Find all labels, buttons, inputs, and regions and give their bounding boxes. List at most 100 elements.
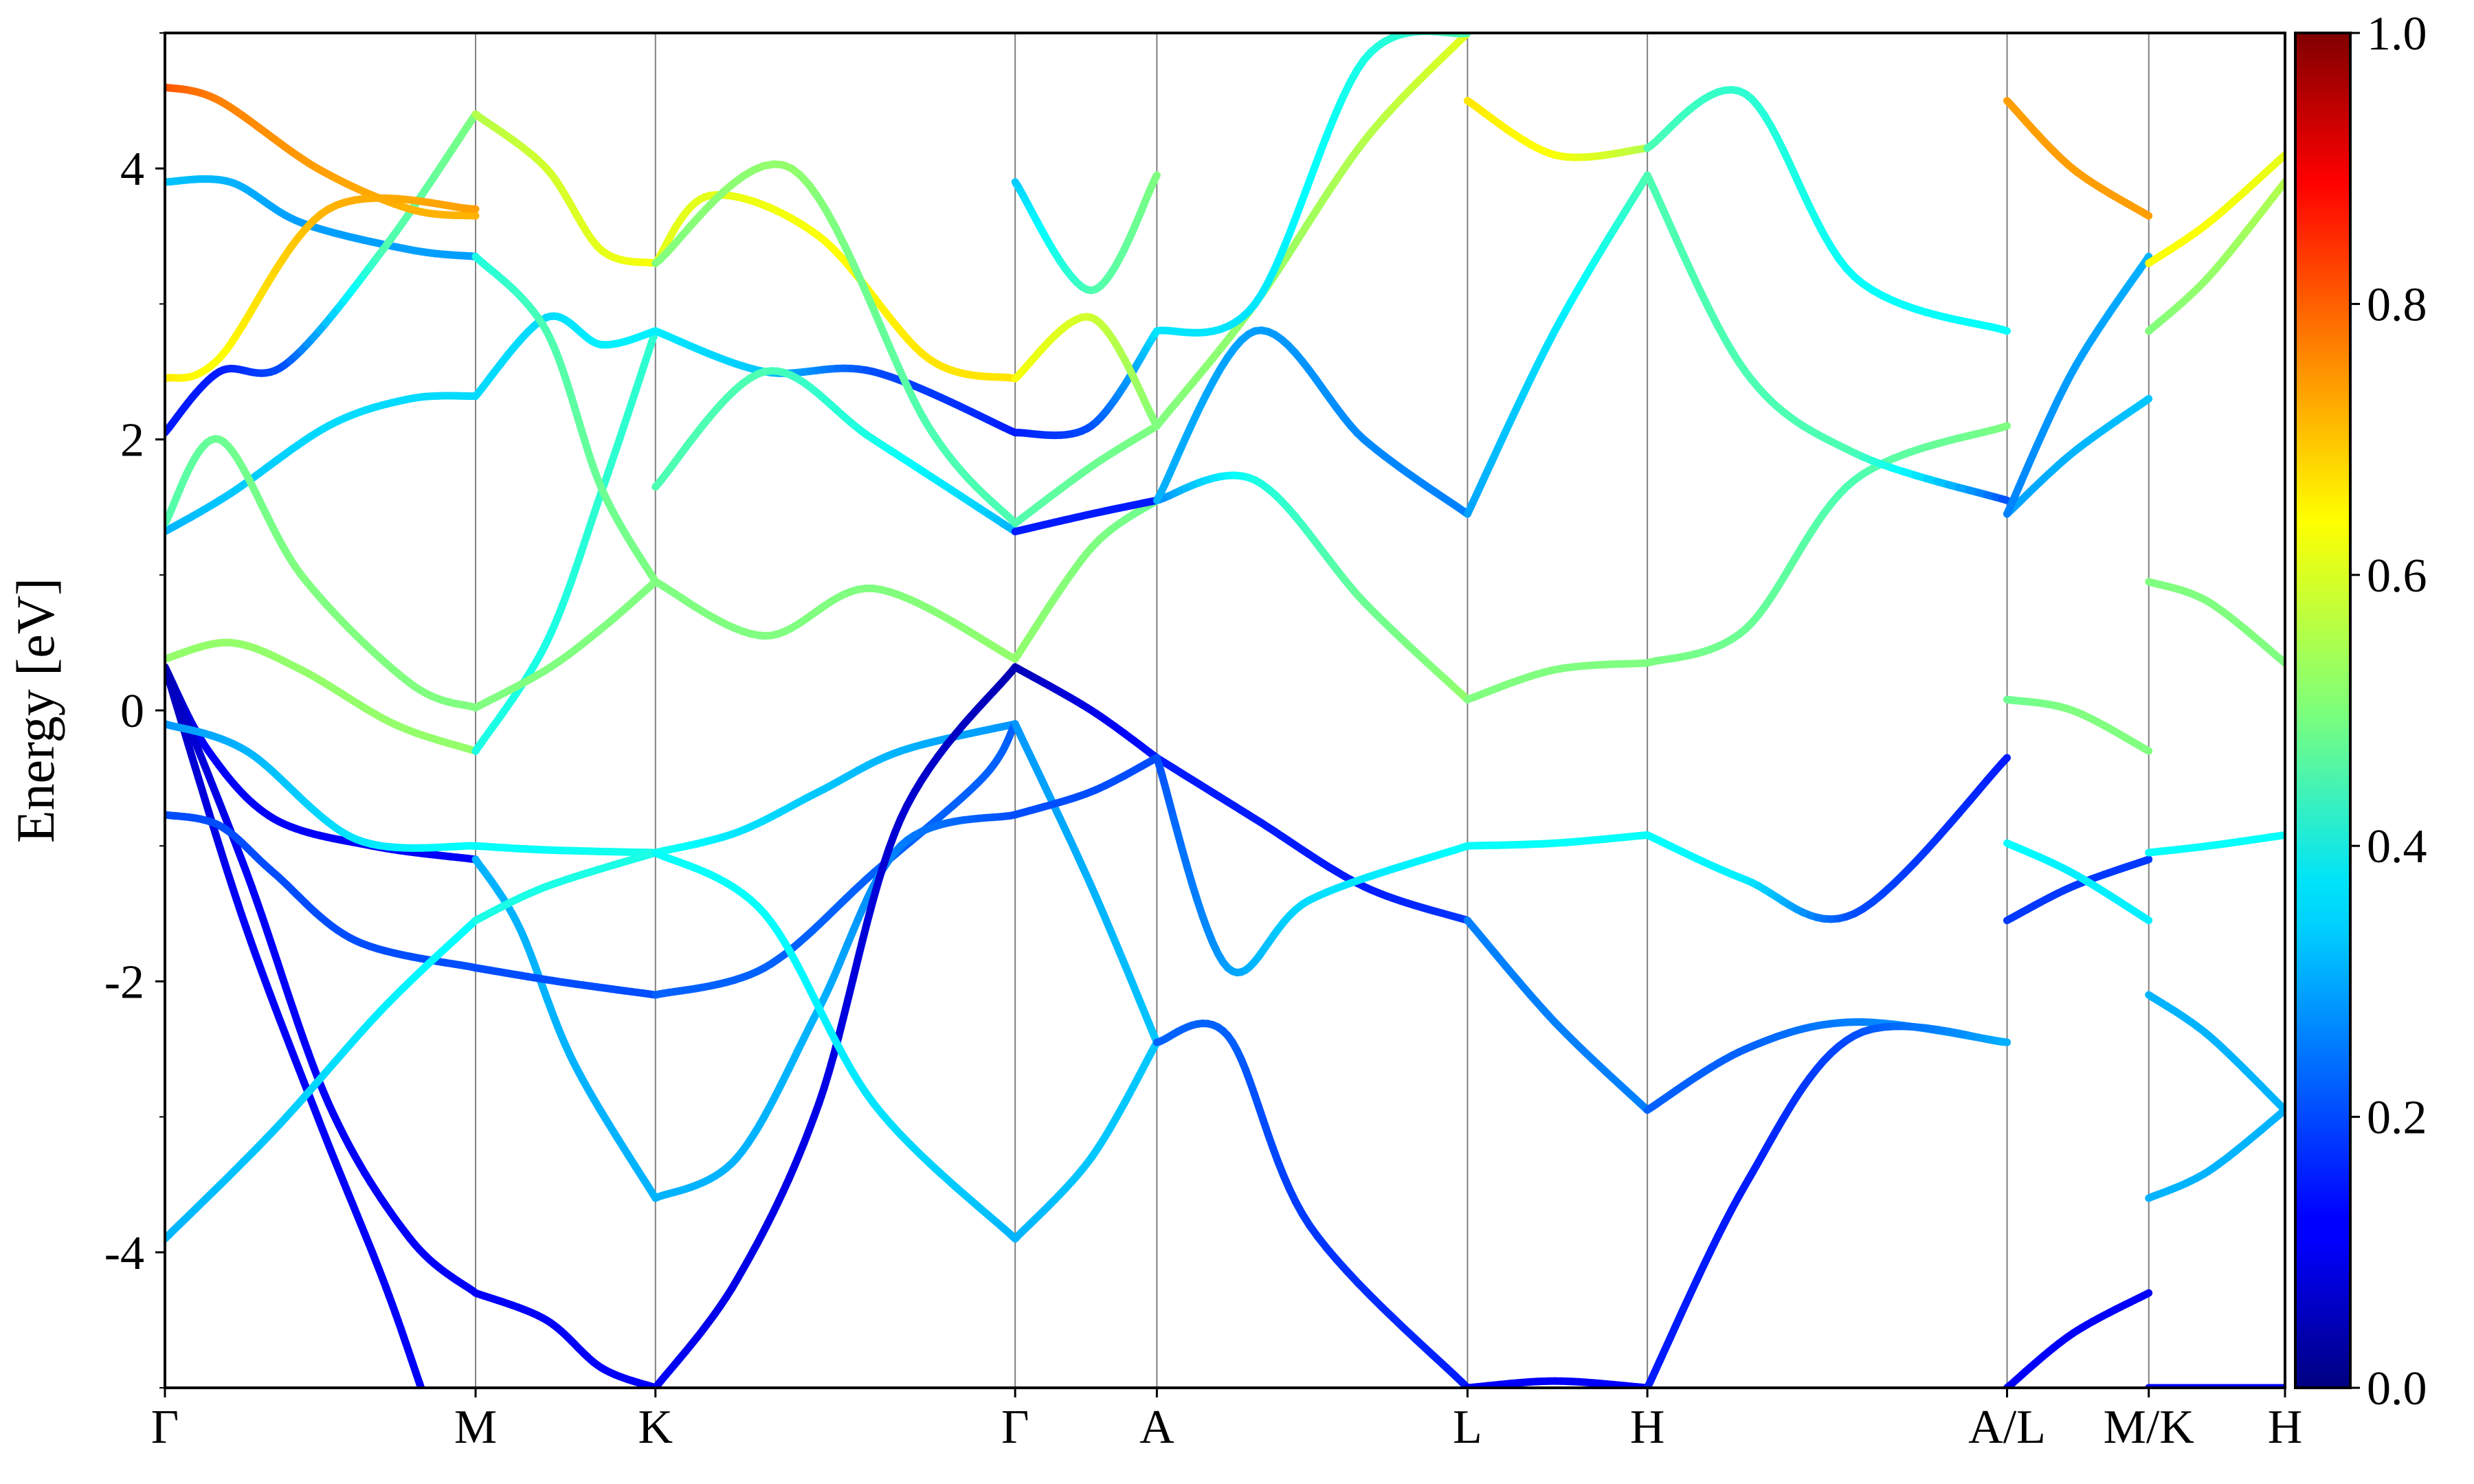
x-tick-label: M/K bbox=[2104, 1401, 2194, 1454]
band bbox=[2003, 855, 2153, 925]
band-segment bbox=[2142, 745, 2153, 755]
band bbox=[2003, 1289, 2153, 1388]
band bbox=[2003, 695, 2153, 755]
band-segment bbox=[1998, 495, 2011, 504]
plot-frame bbox=[164, 32, 2286, 1389]
x-tick-label: K bbox=[638, 1401, 673, 1454]
band bbox=[2145, 831, 2285, 857]
band bbox=[1011, 496, 1161, 663]
band bbox=[1011, 1038, 1161, 1243]
band bbox=[1643, 754, 2011, 923]
band bbox=[165, 110, 480, 437]
band bbox=[1152, 326, 1471, 518]
band bbox=[2145, 991, 2285, 1114]
band-segment bbox=[1998, 422, 2011, 431]
y-axis-label: Energy [eV] bbox=[5, 578, 65, 843]
x-tick-label: M bbox=[454, 1401, 497, 1454]
band bbox=[165, 638, 480, 755]
colorbar-tick-label: 1.0 bbox=[2367, 8, 2427, 60]
band bbox=[1643, 1022, 2011, 1388]
band bbox=[165, 917, 480, 1243]
band bbox=[471, 1289, 660, 1388]
band-segment bbox=[1998, 754, 2011, 767]
bands bbox=[165, 33, 2285, 1388]
band bbox=[471, 842, 660, 857]
high-symmetry-lines bbox=[475, 33, 2150, 1388]
band bbox=[2145, 151, 2285, 267]
y-tick-label: 0 bbox=[120, 685, 144, 738]
band bbox=[1011, 422, 1161, 528]
x-tick-label: A/L bbox=[1968, 1401, 2046, 1454]
x-tick-label: Γ bbox=[151, 1401, 179, 1454]
band bbox=[651, 663, 1019, 1388]
band bbox=[1011, 496, 1161, 536]
x-tick-label: H bbox=[1630, 1401, 1665, 1454]
band bbox=[1643, 86, 2011, 335]
band-segment bbox=[1150, 171, 1161, 183]
band bbox=[165, 392, 480, 536]
band bbox=[651, 367, 1019, 536]
band bbox=[2003, 97, 2153, 220]
band bbox=[1011, 663, 1161, 762]
band bbox=[651, 160, 1019, 528]
band bbox=[1463, 171, 1651, 518]
band bbox=[165, 435, 480, 712]
band-segment bbox=[2142, 914, 2153, 925]
band bbox=[651, 848, 1019, 1243]
y-axis: -4 -2 0 2 4 bbox=[104, 32, 165, 1389]
band bbox=[2145, 178, 2285, 335]
y-tick-label: 4 bbox=[120, 143, 144, 196]
band bbox=[651, 720, 1019, 857]
colorbar-tick-label: 0.4 bbox=[2367, 820, 2427, 873]
band-segment bbox=[2142, 210, 2153, 220]
x-tick-label: Γ bbox=[1001, 1401, 1029, 1454]
band bbox=[1152, 471, 1471, 704]
band bbox=[1152, 33, 1471, 337]
band-segment bbox=[2142, 855, 2153, 864]
band bbox=[165, 194, 480, 383]
band bbox=[1463, 97, 1651, 161]
band bbox=[1463, 831, 1651, 850]
band bbox=[471, 312, 660, 400]
band bbox=[2145, 1106, 2285, 1202]
y-tick-label: -2 bbox=[104, 956, 144, 1009]
band bbox=[2003, 839, 2153, 925]
band bbox=[165, 175, 480, 260]
band bbox=[471, 964, 660, 999]
band bbox=[1643, 422, 2011, 667]
band bbox=[2145, 578, 2285, 667]
band bbox=[471, 110, 660, 267]
x-tick-label: L bbox=[1453, 1401, 1482, 1454]
band bbox=[165, 663, 425, 1388]
band bbox=[1463, 659, 1651, 704]
colorbar bbox=[2294, 32, 2352, 1389]
band bbox=[651, 811, 1019, 1202]
band-segment bbox=[2142, 1289, 2153, 1298]
band-segment bbox=[2142, 394, 2153, 405]
colorbar-ticks: 0.0 0.2 0.4 0.6 0.8 1.0 bbox=[2350, 8, 2427, 1415]
x-tick-label: A bbox=[1139, 1401, 1174, 1454]
colorbar-tick-label: 0.6 bbox=[2367, 550, 2427, 603]
band bbox=[651, 327, 1019, 437]
colorbar-tick-label: 0.8 bbox=[2367, 278, 2427, 331]
band bbox=[1011, 720, 1161, 1046]
band bbox=[651, 578, 1019, 663]
band bbox=[1152, 754, 1471, 977]
band bbox=[471, 578, 660, 712]
band bbox=[1011, 327, 1161, 440]
band bbox=[471, 848, 660, 925]
band bbox=[651, 720, 1019, 999]
x-axis: Γ M K Γ A L H A/L M/K H bbox=[151, 1388, 2303, 1454]
band bbox=[1152, 1020, 1471, 1388]
band-segment bbox=[1998, 325, 2011, 335]
band bbox=[1463, 917, 1651, 1114]
band-segment bbox=[2142, 252, 2153, 265]
band bbox=[165, 83, 480, 220]
colorbar-tick-label: 0.2 bbox=[2367, 1092, 2427, 1145]
y-tick-label: -4 bbox=[104, 1227, 144, 1280]
band bbox=[1152, 33, 1471, 430]
x-tick-label: H bbox=[2268, 1401, 2303, 1454]
band bbox=[1643, 171, 2011, 504]
band bbox=[2003, 252, 2153, 518]
